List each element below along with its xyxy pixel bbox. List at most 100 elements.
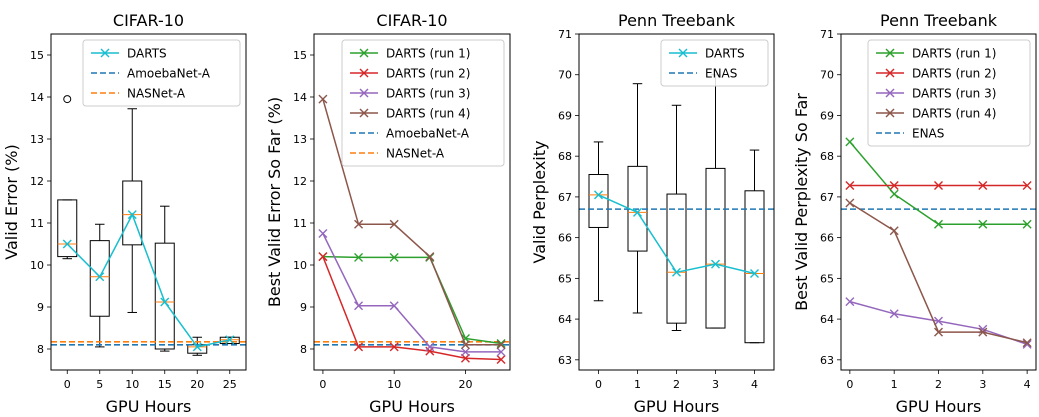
series-darts-run-2 xyxy=(845,181,1032,191)
data-point-b xyxy=(192,342,202,352)
data-point-b xyxy=(496,340,506,350)
data-point-b xyxy=(750,268,759,278)
legend-label: DARTS (run 3) xyxy=(912,87,996,101)
chart-3: Penn Treebank GPU Hours Valid Perplexity 0 1… xyxy=(530,11,775,416)
box-body xyxy=(588,174,609,228)
data-point-b xyxy=(711,259,720,269)
y-tick-label: 64 xyxy=(558,313,572,326)
y-tick-label: 10 xyxy=(293,259,307,272)
legend-swatch-marker-b xyxy=(359,88,369,98)
series-line xyxy=(322,233,502,353)
data-point-b xyxy=(389,342,399,352)
y-axis-label: Valid Perplexity xyxy=(530,141,549,264)
legend-swatch-marker-b xyxy=(885,68,895,78)
series-darts-run-2 xyxy=(318,252,506,364)
data-point-b xyxy=(978,219,988,229)
y-tick-label: 65 xyxy=(558,272,572,285)
x-tick-label: 2 xyxy=(935,378,942,391)
y-tick-label: 71 xyxy=(558,28,572,41)
box-body xyxy=(666,193,687,324)
legend-swatch-marker-b xyxy=(359,68,369,78)
x-tick-label: 5 xyxy=(96,378,103,391)
data-point-b xyxy=(354,252,364,262)
legend-label: NASNet-A xyxy=(386,147,445,161)
box-plot xyxy=(666,104,687,331)
y-tick-label: 69 xyxy=(558,109,572,122)
legend-swatch-marker-b xyxy=(100,48,110,58)
x-tick-label: 10 xyxy=(387,378,401,391)
box-plot xyxy=(744,149,765,344)
legend: DARTS ENAS xyxy=(660,39,769,87)
data-point-b xyxy=(460,340,470,350)
data-point-b xyxy=(496,355,506,364)
y-tick-label: 70 xyxy=(558,69,572,82)
data-point-b xyxy=(889,226,899,236)
x-tick-label: 4 xyxy=(1024,378,1031,391)
axes-frame xyxy=(313,33,511,371)
y-tick-label: 10 xyxy=(30,259,44,272)
y-tick-label: 15 xyxy=(30,49,44,62)
x-axis-label: GPU Hours xyxy=(634,397,720,416)
chart-title: CIFAR-10 xyxy=(113,11,184,30)
data-point-b xyxy=(889,189,899,199)
chart-2: CIFAR-10 GPU Hours Best Valid Error So Far… xyxy=(265,11,511,416)
data-point-b xyxy=(95,272,105,282)
y-tick-label: 8 xyxy=(37,343,44,356)
legend: DARTS AmoebaNet-A NASNet-A xyxy=(82,39,241,107)
x-tick-label: 3 xyxy=(712,378,719,391)
data-point-b xyxy=(318,229,328,238)
legend-swatch-marker-b xyxy=(359,108,369,118)
x-axis-label: GPU Hours xyxy=(369,397,455,416)
y-tick-label: 13 xyxy=(30,133,44,146)
y-axis-label: Best Valid Error So Far (%) xyxy=(265,97,284,307)
y-tick-label: 66 xyxy=(820,232,834,245)
data-point-b xyxy=(889,309,899,319)
y-tick-label: 12 xyxy=(293,175,307,188)
y-tick-label: 67 xyxy=(558,191,572,204)
data-point-b xyxy=(845,297,855,307)
y-axis-label: Valid Error (%) xyxy=(2,144,21,259)
legend-label: DARTS (run 2) xyxy=(386,67,470,81)
axes-frame xyxy=(578,33,775,371)
legend-box xyxy=(82,39,241,107)
series-line xyxy=(849,300,1028,346)
data-point-b xyxy=(934,219,943,229)
legend-swatch-marker-b xyxy=(359,48,369,58)
legend-label: DARTS (run 1) xyxy=(912,47,996,61)
box-outlier xyxy=(63,95,72,104)
data-point-b xyxy=(318,252,328,262)
chart-title: Penn Treebank xyxy=(880,11,998,30)
legend-box xyxy=(867,39,1031,147)
series-darts xyxy=(62,210,235,352)
data-point-b xyxy=(425,346,435,356)
x-tick-label: 4 xyxy=(751,378,758,391)
box-body xyxy=(744,190,765,344)
axes-frame xyxy=(50,33,247,371)
y-tick-label: 11 xyxy=(293,217,307,230)
data-point-b xyxy=(425,252,435,262)
legend-label: DARTS (run 3) xyxy=(386,87,470,101)
data-point-b xyxy=(354,342,364,352)
series-darts-run-4 xyxy=(318,94,506,350)
y-tick-label: 14 xyxy=(293,91,307,104)
x-tick-label: 15 xyxy=(158,378,172,391)
legend-label: ENAS xyxy=(705,67,737,81)
legend-label: AmoebaNet-A xyxy=(386,127,470,141)
data-point-b xyxy=(354,301,364,311)
y-tick-label: 9 xyxy=(37,301,44,314)
box-plot xyxy=(89,223,110,348)
x-axis-label: GPU Hours xyxy=(896,397,982,416)
data-point-b xyxy=(389,219,399,229)
series-line xyxy=(849,141,1028,225)
x-tick-label: 0 xyxy=(319,378,326,391)
x-tick-label: 0 xyxy=(64,378,71,391)
box-body xyxy=(57,199,78,258)
y-tick-label: 68 xyxy=(558,150,572,163)
data-point-b xyxy=(934,316,943,326)
box-plot xyxy=(154,205,175,352)
y-tick-label: 11 xyxy=(30,217,44,230)
data-point-b xyxy=(1022,219,1032,229)
legend-label: ENAS xyxy=(912,127,944,141)
box-body xyxy=(122,180,143,246)
series-line xyxy=(66,212,230,348)
